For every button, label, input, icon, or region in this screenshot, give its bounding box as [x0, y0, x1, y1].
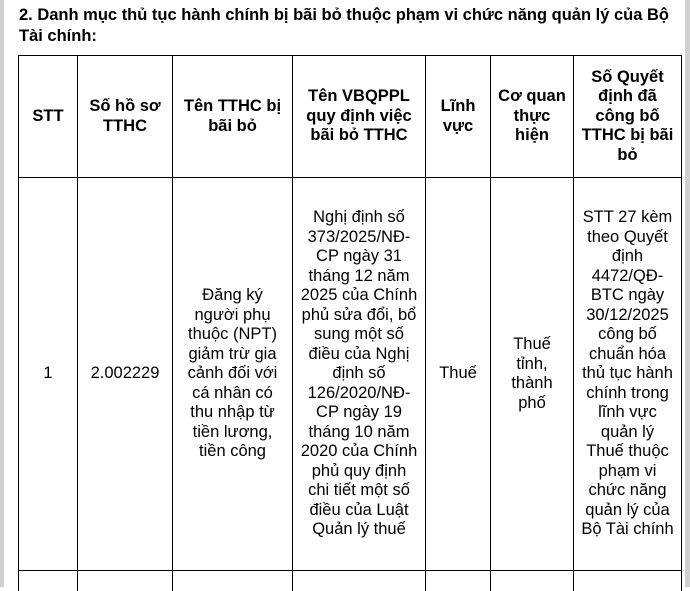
- header-co-quan: Cơ quan thực hiện: [491, 56, 574, 178]
- scrollbar[interactable]: [685, 0, 690, 587]
- header-so-ho-so: Số hồ sơ TTHC: [78, 56, 173, 178]
- cell-ten-vbqppl: Nghị định số 373/2025/NĐ-CP ngày 31 thán…: [293, 178, 426, 571]
- cell-co-quan: Thuế tỉnh, thành phố: [491, 178, 574, 571]
- cell-linh-vuc: Thuế: [426, 178, 491, 571]
- page-left-edge: [0, 0, 4, 587]
- header-stt: STT: [19, 56, 78, 178]
- cell-stt: 1: [19, 178, 78, 571]
- section-title: 2. Danh mục thủ tục hành chính bị bãi bỏ…: [19, 5, 684, 47]
- procedures-table: STT Số hồ sơ TTHC Tên TTHC bị bãi bỏ Tên…: [18, 55, 682, 591]
- cell-so-quyet-dinh: STT 27 kèm theo Quyết định 4472/QĐ-BTC n…: [574, 178, 682, 571]
- table-row: 1 2.002229 Đăng ký người phụ thuộc (NPT)…: [19, 178, 682, 571]
- cell-so-ho-so: 2.002229: [78, 178, 173, 571]
- header-linh-vuc: Lĩnh vực: [426, 56, 491, 178]
- cell-ten-tthc: Đăng ký người phụ thuộc (NPT) giảm trừ g…: [173, 178, 293, 571]
- table-row-partial: [19, 571, 682, 591]
- header-ten-tthc: Tên TTHC bị bãi bỏ: [173, 56, 293, 178]
- header-so-quyet-dinh: Số Quyết định đã công bố TTHC bị bãi bỏ: [574, 56, 682, 178]
- table-header-row: STT Số hồ sơ TTHC Tên TTHC bị bãi bỏ Tên…: [19, 56, 682, 178]
- header-ten-vbqppl: Tên VBQPPL quy định việc bãi bỏ TTHC: [293, 56, 426, 178]
